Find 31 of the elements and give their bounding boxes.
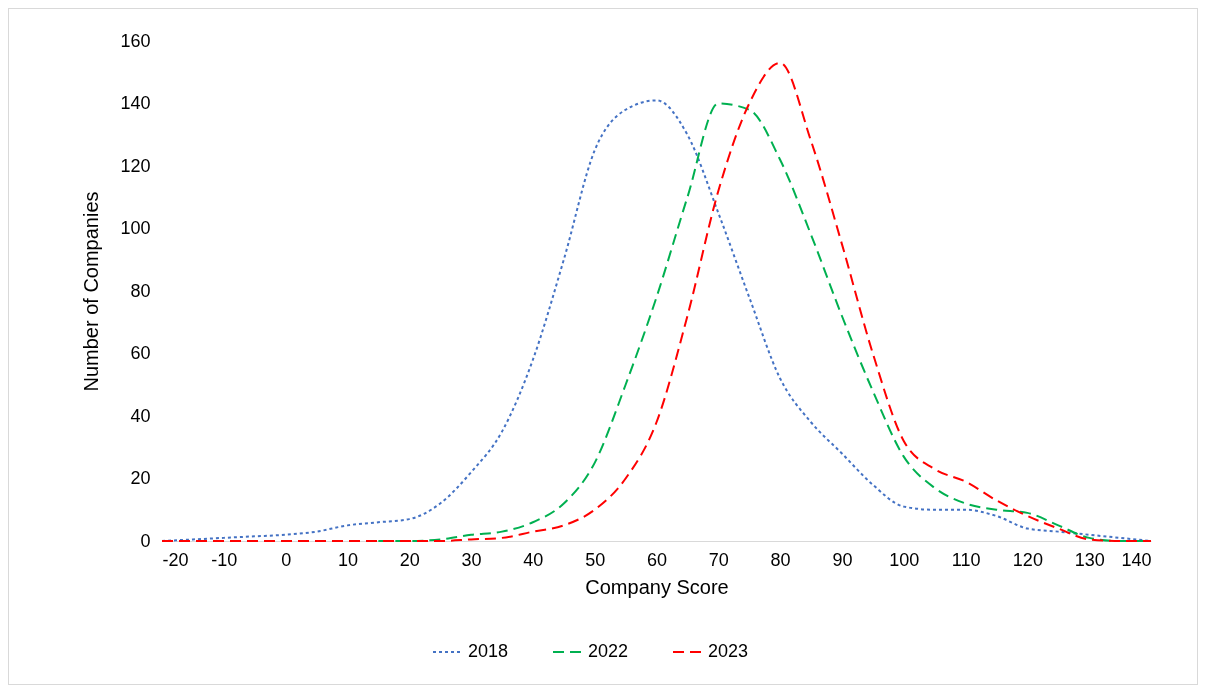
x-tick-label: 50 xyxy=(585,549,606,570)
x-tick-label: -10 xyxy=(211,549,238,570)
x-tick-label: 80 xyxy=(770,549,791,570)
x-tick-label: 120 xyxy=(1012,549,1043,570)
y-tick-label: 80 xyxy=(130,280,151,301)
x-axis-title: Company Score xyxy=(585,575,729,598)
x-tick-label: 90 xyxy=(832,549,853,570)
x-tick-label: 60 xyxy=(646,549,668,570)
x-tick-label: 100 xyxy=(889,549,920,570)
y-tick-label: 0 xyxy=(140,530,151,551)
legend-label: 2023 xyxy=(708,641,749,661)
y-axis-title: Number of Companies xyxy=(80,191,103,392)
x-tick-label: -20 xyxy=(162,549,189,570)
y-tick-label: 120 xyxy=(120,155,151,176)
x-tick-label: 140 xyxy=(1121,549,1152,570)
y-tick-label: 100 xyxy=(120,218,151,238)
y-tick-label: 60 xyxy=(130,343,151,363)
y-tick-label: 40 xyxy=(130,405,151,426)
x-tick-label: 40 xyxy=(523,549,544,570)
x-tick-label: 110 xyxy=(951,549,981,570)
x-tick-label: 0 xyxy=(281,549,292,570)
x-tick-label: 70 xyxy=(708,549,729,570)
x-tick-label: 20 xyxy=(399,549,420,570)
x-tick-label: 10 xyxy=(337,549,358,570)
x-tick-label: 130 xyxy=(1074,549,1105,570)
y-tick-label: 20 xyxy=(130,468,151,488)
y-tick-label: 160 xyxy=(120,30,151,51)
legend-label: 2018 xyxy=(468,641,509,661)
legend-label: 2022 xyxy=(588,641,629,661)
x-tick-label: 30 xyxy=(461,549,482,570)
y-tick-label: 140 xyxy=(120,93,151,113)
